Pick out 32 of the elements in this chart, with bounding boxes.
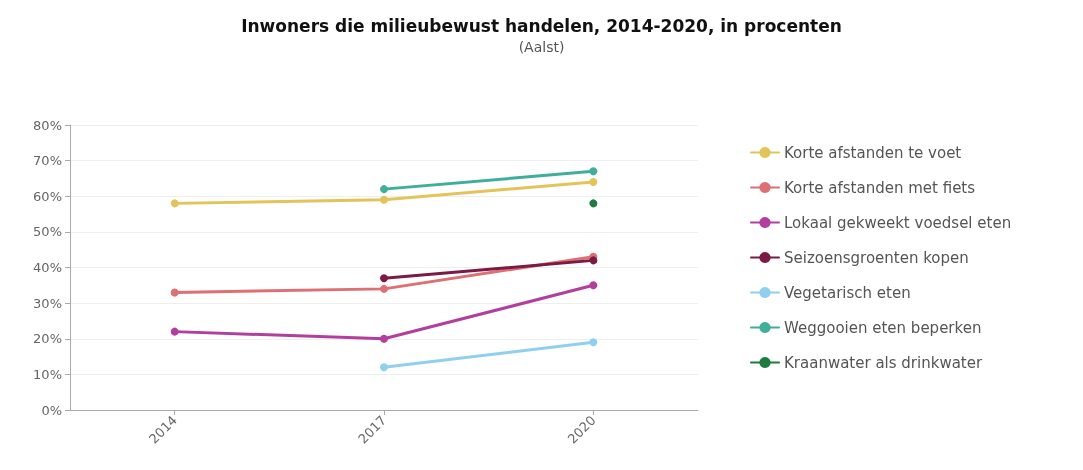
legend-label: Lokaal gekweekt voedsel eten [784, 213, 1012, 232]
legend-label: Vegetarisch eten [784, 283, 911, 302]
y-tick-label: 10% [33, 366, 62, 382]
point [589, 281, 598, 290]
y-tick-label: 0% [41, 402, 62, 418]
y-tick-label: 20% [33, 331, 62, 347]
legend-label: Korte afstanden te voet [784, 143, 962, 162]
y-tick-label: 30% [33, 295, 62, 311]
point [170, 199, 179, 208]
point [170, 288, 179, 297]
point [589, 338, 598, 347]
point [589, 167, 598, 176]
point [380, 334, 388, 343]
point [380, 195, 388, 204]
legend-label: Korte afstanden met fiets [784, 178, 976, 197]
point [380, 284, 388, 293]
y-tick-label: 40% [33, 260, 62, 275]
point [170, 327, 179, 336]
y-tick-label: 70% [33, 153, 62, 169]
chart-subtitle: (Aalst) [518, 39, 565, 55]
point [380, 363, 388, 372]
point [589, 178, 598, 186]
point [589, 256, 598, 265]
point [380, 274, 388, 283]
legend-label: Kraanwater als drinkwater [784, 353, 983, 372]
point [380, 185, 388, 194]
y-tick-label: 80% [33, 117, 62, 133]
legend-label: Weggooien eten beperken [784, 318, 982, 337]
y-tick-label: 50% [33, 224, 62, 240]
y-tick-label: 60% [33, 188, 62, 204]
legend-label: Seizoensgroenten kopen [784, 248, 969, 267]
chart-title: Inwoners die milieubewust handelen, 2014-2020, in procenten [241, 15, 842, 36]
